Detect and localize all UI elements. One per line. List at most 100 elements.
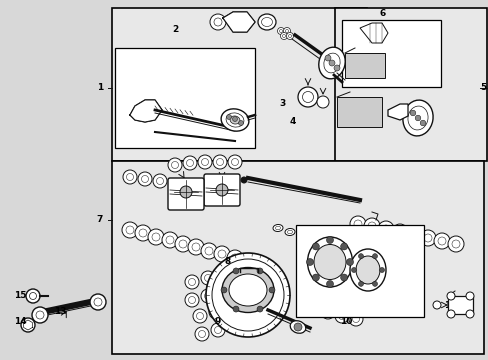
Text: 12: 12 [176,180,189,189]
Ellipse shape [272,225,283,231]
Text: 2: 2 [171,26,178,35]
Circle shape [372,282,377,286]
Text: 14: 14 [14,318,26,327]
Text: 16: 16 [443,301,455,310]
Circle shape [326,237,333,243]
Circle shape [297,87,317,107]
Circle shape [184,293,199,307]
Circle shape [214,246,229,262]
Text: 15: 15 [14,292,26,301]
Circle shape [346,28,358,40]
Circle shape [282,35,285,37]
Circle shape [372,254,377,258]
Circle shape [306,258,313,266]
Circle shape [152,233,160,241]
Circle shape [214,18,222,26]
Text: 4: 4 [289,117,296,126]
Circle shape [123,170,137,184]
Circle shape [188,279,195,285]
Circle shape [333,65,339,71]
Circle shape [232,117,237,122]
Circle shape [326,280,333,288]
Circle shape [367,222,375,230]
Text: 13: 13 [54,307,66,316]
Text: 1: 1 [97,84,103,93]
Ellipse shape [323,53,340,73]
Circle shape [279,30,282,32]
Circle shape [381,225,389,233]
Circle shape [379,267,384,273]
Circle shape [238,121,243,126]
Circle shape [419,120,425,126]
Ellipse shape [299,235,304,239]
Text: 8: 8 [224,256,231,266]
Circle shape [212,309,219,315]
Circle shape [423,234,431,242]
Circle shape [201,271,215,285]
Circle shape [126,226,134,234]
Circle shape [26,289,40,303]
Ellipse shape [275,226,280,230]
Circle shape [214,327,221,333]
Circle shape [153,174,167,188]
Circle shape [338,312,345,320]
Circle shape [288,35,291,37]
Circle shape [32,307,48,323]
Circle shape [419,230,435,246]
Circle shape [465,292,473,300]
Bar [334,8,486,161]
Circle shape [201,158,208,166]
Circle shape [126,174,133,180]
Circle shape [148,229,163,245]
Circle shape [209,14,225,30]
Circle shape [280,32,287,40]
Ellipse shape [225,113,244,127]
Circle shape [258,262,265,270]
Ellipse shape [221,109,248,131]
Circle shape [212,259,284,331]
Circle shape [391,224,407,240]
Circle shape [186,159,193,166]
Circle shape [446,292,454,300]
Circle shape [230,254,239,262]
Circle shape [340,274,347,281]
Circle shape [201,289,215,303]
Circle shape [138,172,152,186]
Circle shape [226,250,243,266]
Circle shape [187,239,203,255]
Circle shape [285,30,288,32]
Circle shape [325,55,330,61]
Ellipse shape [313,240,318,244]
Circle shape [180,186,192,198]
Text: 7: 7 [97,216,103,225]
Circle shape [340,243,347,250]
Circle shape [36,311,44,319]
Circle shape [204,274,211,282]
Circle shape [204,247,213,255]
Circle shape [312,274,319,281]
Circle shape [388,26,404,42]
Text: 9: 9 [214,318,221,327]
Circle shape [195,327,208,341]
Ellipse shape [229,116,240,124]
Circle shape [184,275,199,289]
Ellipse shape [323,243,332,251]
Ellipse shape [222,267,273,312]
Circle shape [198,330,205,338]
Ellipse shape [313,244,346,279]
Polygon shape [223,12,254,32]
Circle shape [447,236,463,252]
Ellipse shape [296,234,306,240]
Text: 3: 3 [278,99,285,108]
FancyBboxPatch shape [203,174,240,206]
Circle shape [221,287,226,293]
Circle shape [446,310,454,318]
Polygon shape [130,100,162,122]
Circle shape [201,243,217,259]
Circle shape [188,297,195,303]
Ellipse shape [355,256,379,284]
Bar [112,8,366,161]
Circle shape [226,114,231,120]
Circle shape [231,158,238,166]
Circle shape [395,228,403,236]
